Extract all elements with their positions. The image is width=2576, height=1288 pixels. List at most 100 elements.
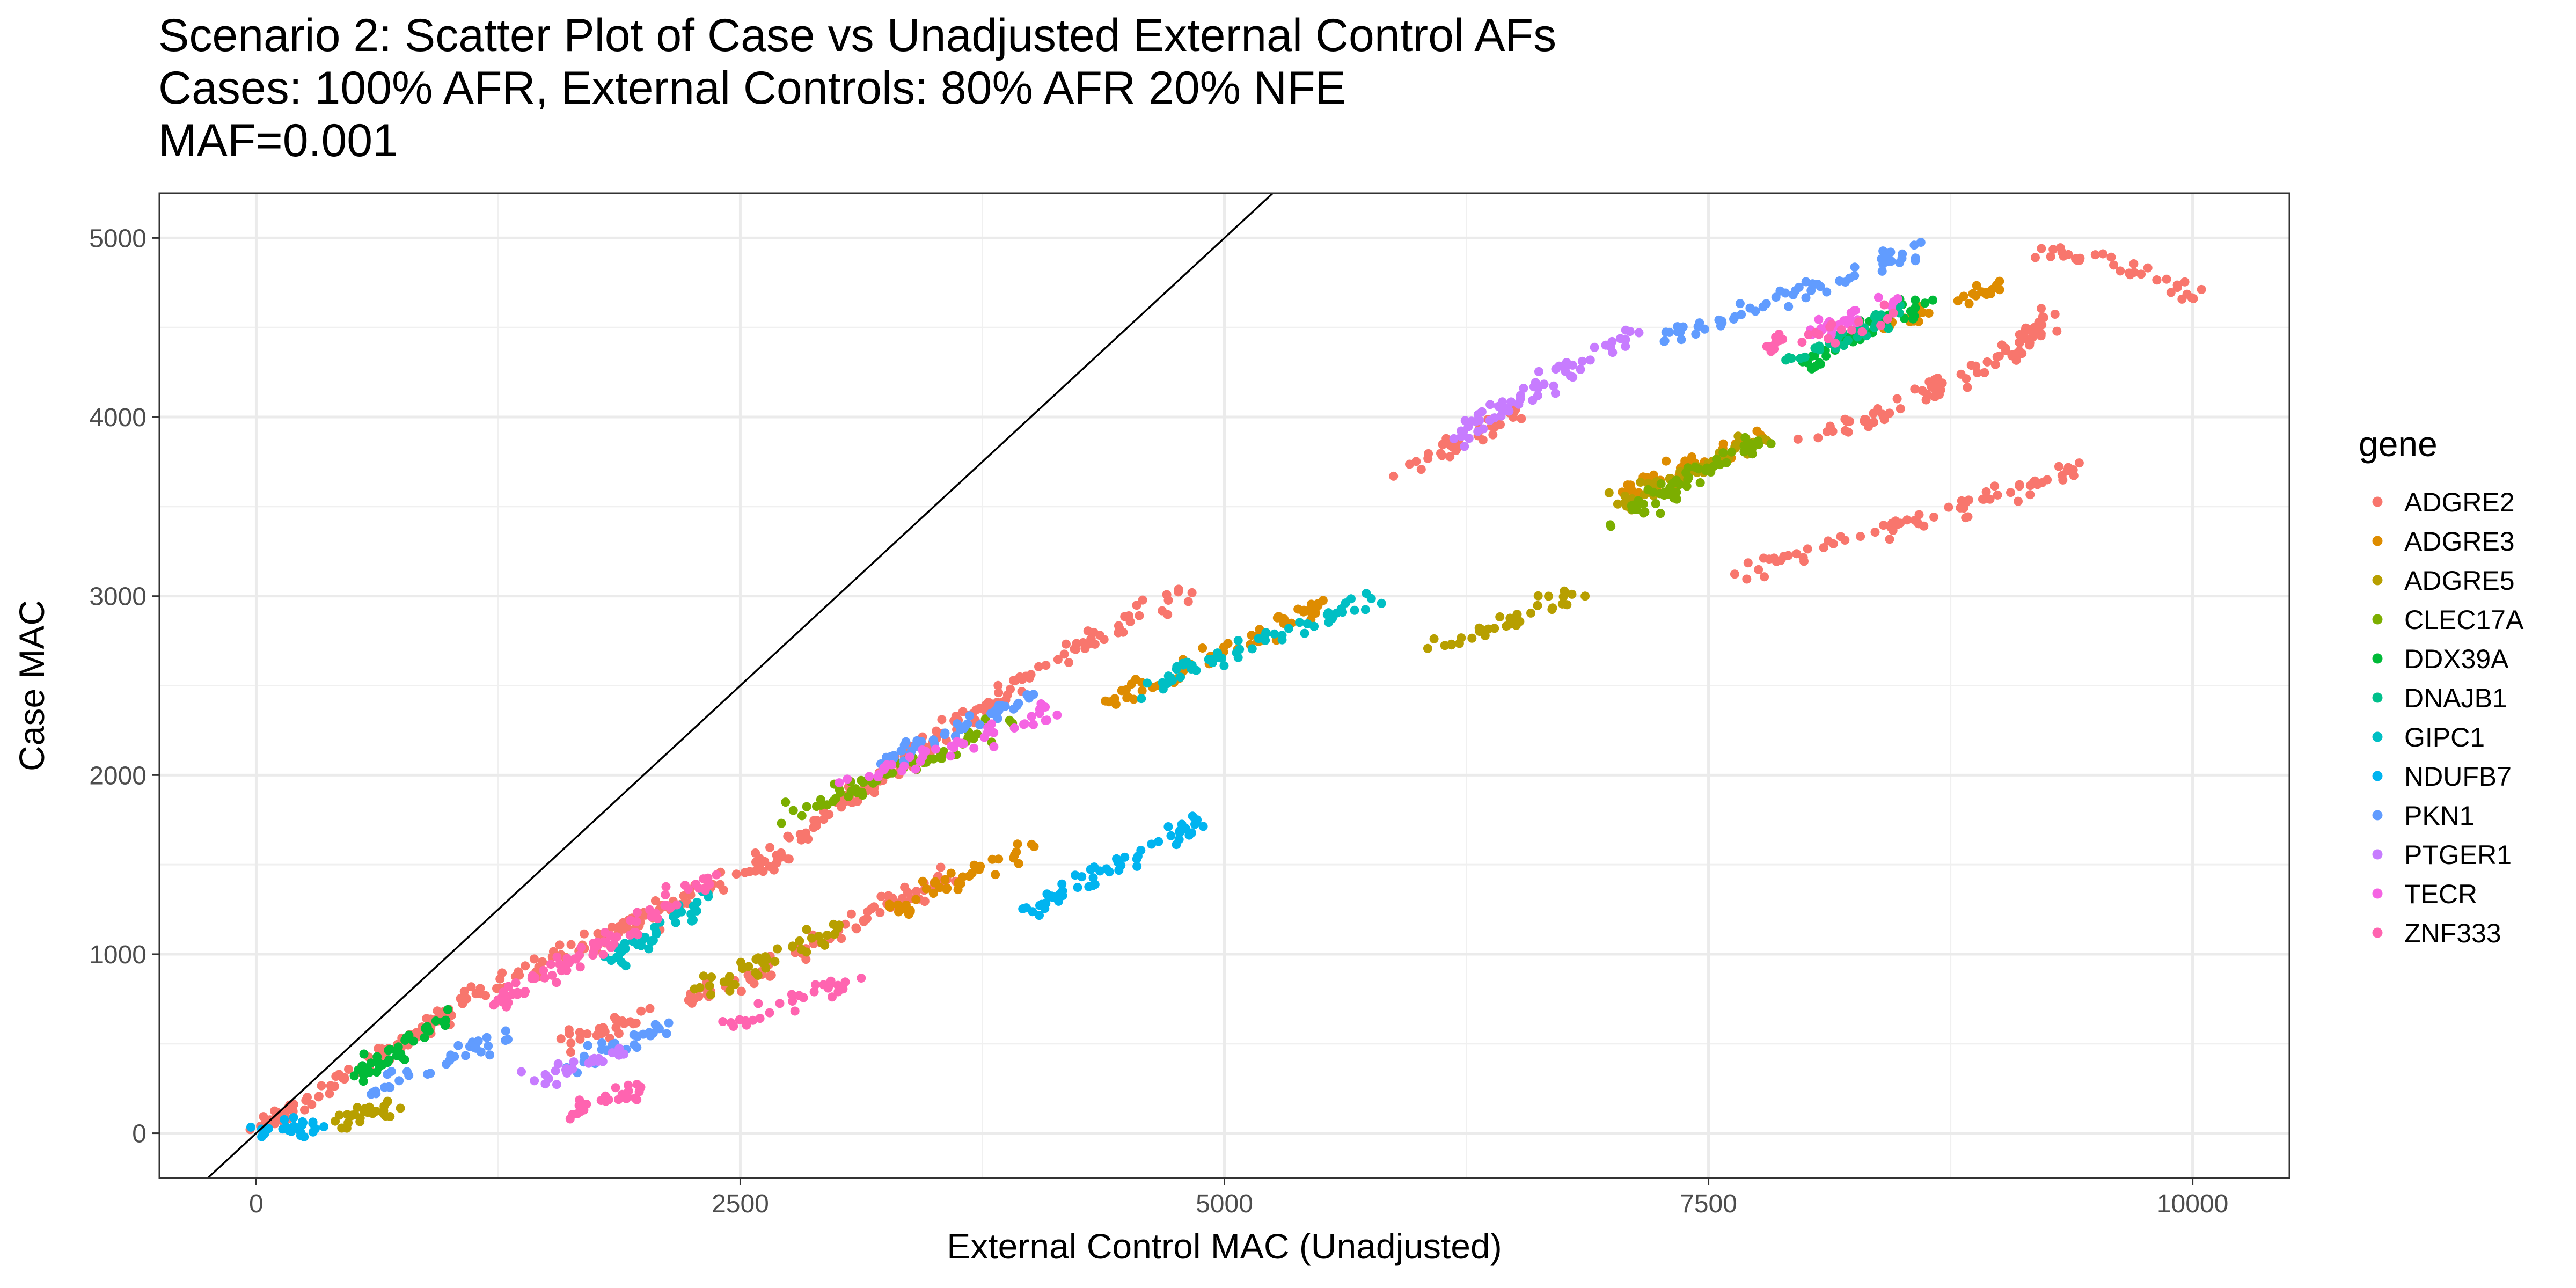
data-point [353, 1103, 362, 1113]
data-point [928, 889, 938, 898]
data-point [660, 901, 670, 910]
data-point [773, 944, 782, 954]
data-point [1350, 605, 1359, 615]
data-point [2129, 268, 2139, 277]
data-point [556, 1034, 566, 1044]
data-point [1766, 439, 1776, 449]
data-point [555, 940, 565, 950]
data-point [1029, 720, 1038, 729]
data-point [1577, 356, 1587, 366]
data-point [1964, 299, 1974, 309]
legend-key [2372, 849, 2383, 860]
data-point [1695, 478, 1705, 487]
data-point [364, 1102, 374, 1112]
data-point [1877, 266, 1887, 276]
data-point [1740, 433, 1750, 442]
data-point [954, 880, 963, 889]
data-point [476, 1047, 486, 1057]
data-point [828, 797, 838, 806]
data-point [1041, 702, 1050, 712]
data-point [1158, 678, 1167, 687]
x-tick-label: 10000 [2157, 1190, 2228, 1218]
data-point [1660, 487, 1670, 497]
data-point [735, 1015, 744, 1024]
legend-key [2372, 496, 2383, 507]
data-point [738, 962, 748, 971]
data-point [502, 993, 511, 1002]
legend-item-ddx39a: DDX39A [2372, 644, 2509, 674]
data-point [1634, 328, 1644, 338]
data-point [686, 909, 696, 919]
data-point [869, 902, 879, 912]
data-point [905, 752, 914, 762]
data-point [1985, 494, 1995, 504]
data-point [648, 935, 658, 945]
data-point [384, 1082, 394, 1092]
data-point [1548, 603, 1557, 613]
data-point [2098, 249, 2107, 259]
data-point [1979, 494, 1988, 504]
data-point [501, 1026, 510, 1036]
data-point [1656, 509, 1665, 518]
data-point [1919, 521, 1929, 531]
data-point [300, 1105, 309, 1115]
data-point [2006, 488, 2015, 497]
data-point [381, 1111, 391, 1121]
data-point [1129, 694, 1138, 704]
data-point [555, 960, 565, 969]
data-point [1172, 664, 1181, 674]
data-point [551, 1066, 560, 1075]
data-point [1018, 675, 1027, 684]
data-point [1554, 361, 1564, 371]
data-point [758, 957, 767, 967]
data-point [1606, 342, 1615, 352]
data-point [896, 746, 906, 756]
data-point [371, 1107, 381, 1116]
legend-key [2372, 536, 2383, 546]
data-point [1198, 822, 1208, 831]
data-point [1360, 605, 1370, 614]
data-point [1857, 327, 1867, 336]
y-tick-label: 3000 [89, 583, 147, 611]
data-point [344, 1065, 353, 1074]
data-point [644, 944, 654, 954]
legend-label: ADGRE2 [2404, 487, 2515, 517]
data-point [1183, 597, 1193, 606]
data-point [852, 924, 861, 934]
legend-item-clec17a: CLEC17A [2372, 605, 2524, 635]
data-point [1886, 257, 1896, 266]
data-point [1247, 644, 1257, 654]
data-point [540, 973, 550, 983]
data-point [811, 821, 821, 831]
data-point [807, 933, 816, 943]
data-point [1819, 543, 1828, 552]
data-point [918, 876, 927, 886]
legend-title: gene [2359, 424, 2438, 464]
data-point [1064, 658, 1073, 667]
data-point [1972, 368, 1982, 377]
data-point [1808, 280, 1818, 290]
data-point [978, 704, 988, 714]
data-point [546, 960, 555, 969]
data-point [1977, 287, 1986, 297]
x-tick-label: 7500 [1680, 1190, 1737, 1218]
data-point [605, 931, 615, 940]
data-point [1071, 645, 1080, 654]
data-point [1816, 282, 1825, 291]
y-tick-label: 0 [132, 1120, 147, 1148]
data-point [569, 1057, 579, 1067]
data-point [1037, 899, 1046, 909]
data-point [497, 968, 507, 978]
data-point [937, 753, 947, 763]
y-tick-label: 5000 [89, 224, 147, 253]
data-point [903, 888, 912, 897]
data-point [1135, 611, 1144, 620]
data-point [1533, 591, 1543, 601]
data-point [687, 998, 697, 1008]
data-point [1101, 696, 1110, 706]
data-point [837, 934, 846, 943]
data-point [1488, 430, 1498, 440]
data-point [471, 989, 481, 999]
data-point [303, 1093, 312, 1102]
data-point [987, 854, 997, 864]
